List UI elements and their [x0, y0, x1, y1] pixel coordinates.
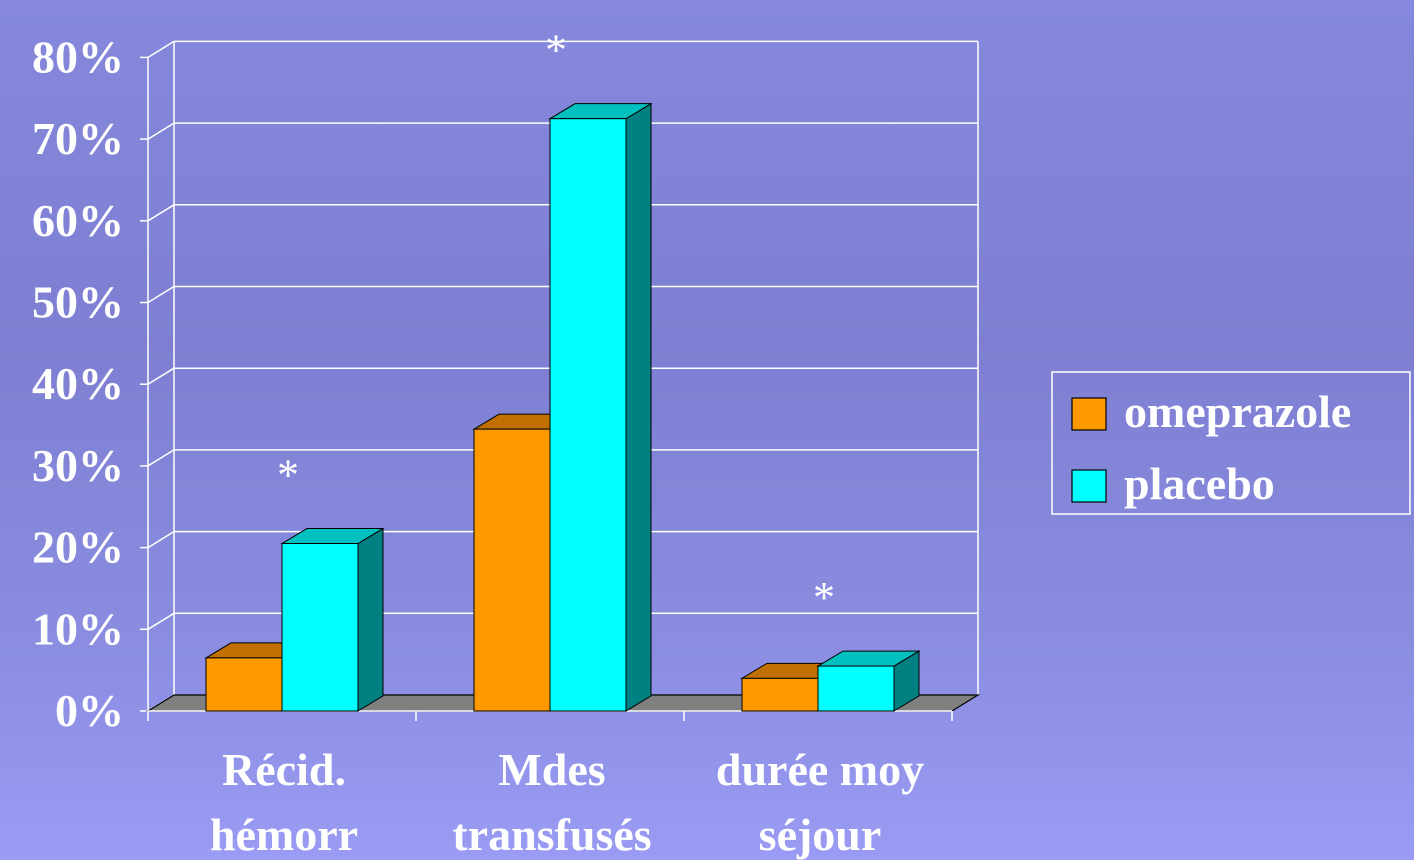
gridline-side: [147, 285, 175, 304]
gridline-side: [147, 122, 175, 140]
legend-box: [1051, 371, 1411, 515]
bar-side: [625, 102, 652, 712]
legend-label: omeprazole: [1124, 386, 1351, 437]
bars-layer: [204, 102, 921, 712]
y-tick-label: 30%: [32, 440, 124, 491]
y-tick-label: 60%: [32, 195, 124, 246]
bar: [473, 428, 551, 712]
category-label-line2: séjour: [759, 809, 882, 860]
y-tick-label: 0%: [55, 685, 124, 736]
y-tick-label: 10%: [32, 603, 124, 654]
legend-swatch: [1071, 469, 1107, 503]
bar: [549, 118, 627, 712]
category-label-line2: transfusés: [452, 809, 651, 860]
bar: [205, 657, 283, 712]
bar: [281, 543, 359, 712]
gridline-side: [147, 530, 175, 549]
gridline-side: [147, 449, 175, 467]
y-tick-label: 40%: [32, 358, 124, 409]
bar: [741, 677, 819, 712]
category-label-line1: Mdes: [498, 744, 605, 795]
y-axis-tick-labels: 0% 10% 20% 30% 40% 50% 60% 70% 80%: [32, 31, 124, 736]
category-label-line1: Récid.: [222, 744, 346, 795]
annotations: * * *: [277, 26, 835, 622]
category-label-line1: durée moy: [716, 744, 924, 795]
significance-marker: *: [277, 451, 299, 500]
y-tick-label: 50%: [32, 277, 124, 328]
gridline-side: [147, 40, 175, 59]
gridline-side: [147, 367, 175, 385]
gridline-side: [147, 612, 175, 630]
gridline-side: [147, 204, 175, 222]
y-tick-label: 20%: [32, 522, 124, 573]
significance-marker: *: [545, 26, 567, 75]
bar: [817, 665, 895, 712]
y-tick-label: 80%: [32, 31, 124, 82]
significance-marker: *: [813, 573, 835, 622]
category-label-line2: hémorr: [210, 809, 358, 860]
bar-side: [357, 527, 384, 712]
legend-label: placebo: [1124, 458, 1275, 509]
legend-swatch: [1071, 397, 1107, 431]
legend: omeprazole placebo: [1051, 371, 1411, 515]
x-axis-category-labels: Récid. hémorr Mdes transfusés durée moy séjou…: [210, 744, 924, 860]
y-tick-label: 70%: [32, 113, 124, 164]
